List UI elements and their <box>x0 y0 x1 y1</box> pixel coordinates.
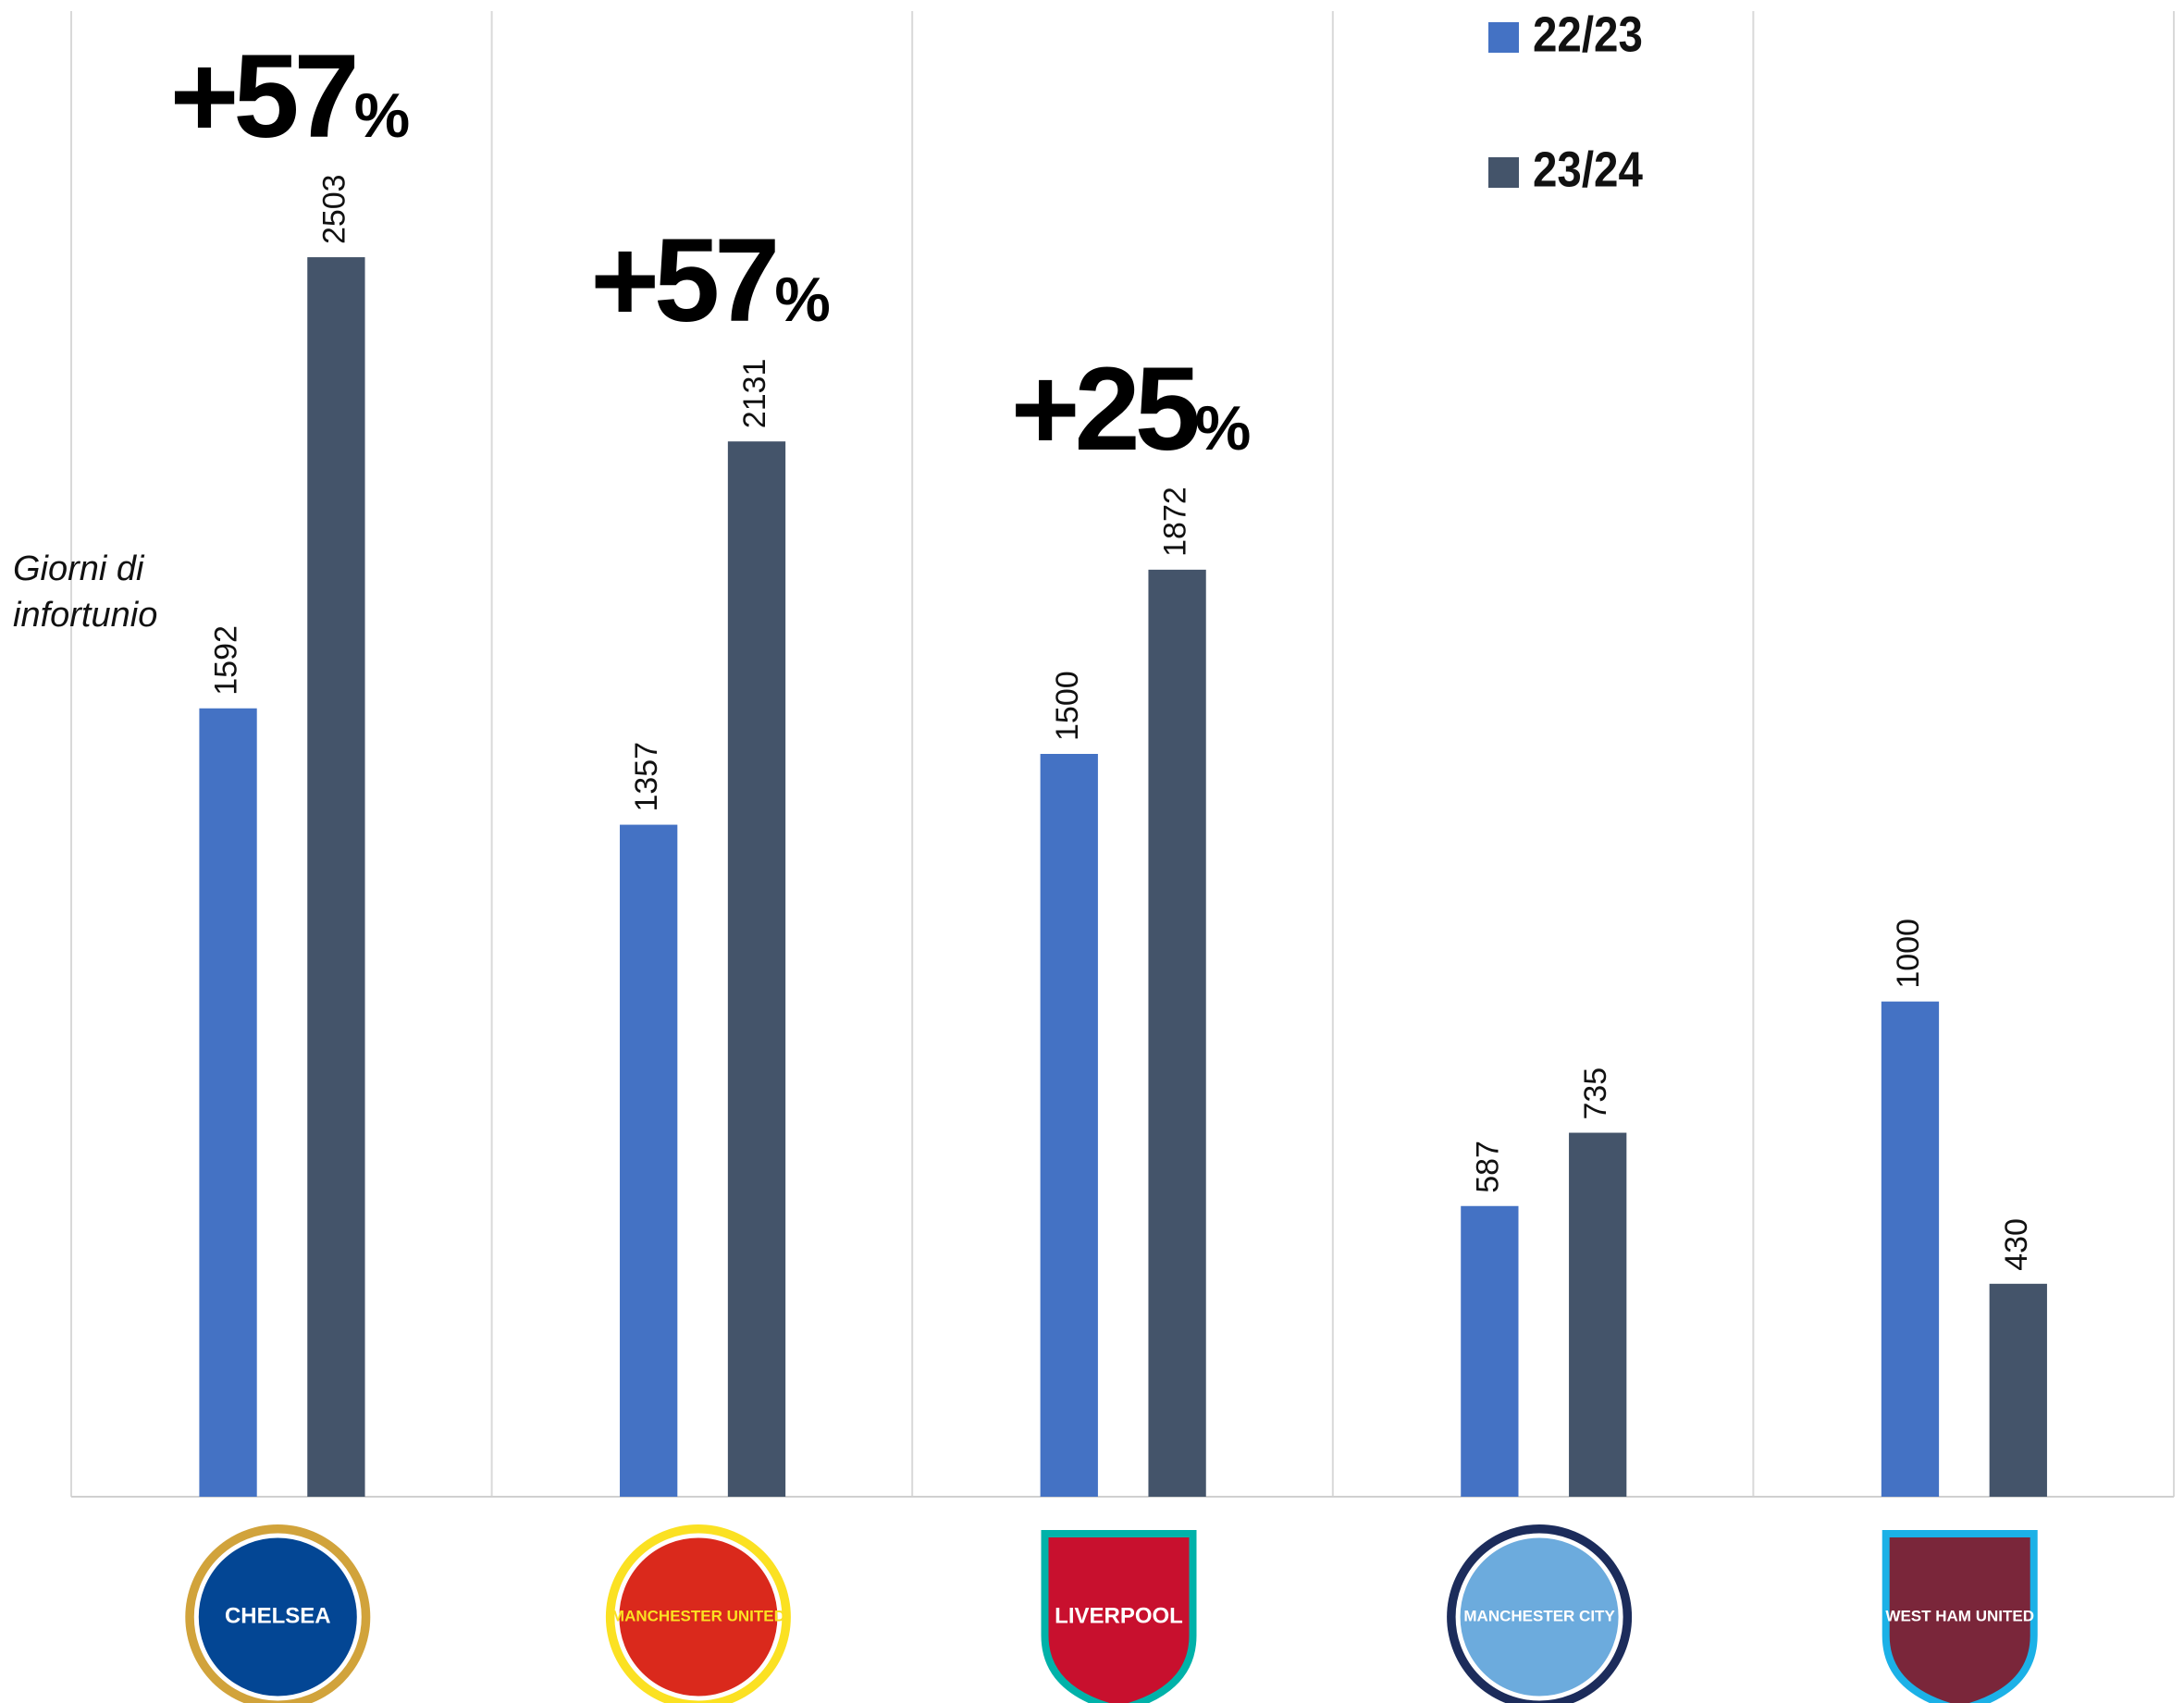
club-logo: WEST HAM UNITED <box>1882 1530 2038 1703</box>
bar <box>1881 1001 1940 1497</box>
data-label: 1000 <box>1891 919 1926 989</box>
club-logo: CHELSEA <box>185 1524 371 1703</box>
data-label: 1500 <box>1050 671 1085 741</box>
legend-swatch <box>1488 22 1519 53</box>
club-logo: MANCHESTER CITY <box>1447 1524 1633 1703</box>
annotation: +57% <box>170 31 411 163</box>
annotation-unit: % <box>1195 393 1251 463</box>
category-label: CHELSEA <box>225 1603 331 1628</box>
category-label: MANCHESTER CITY <box>1463 1607 1615 1624</box>
annotation-value: +57 <box>170 31 355 163</box>
logo-body <box>614 1533 783 1701</box>
bar <box>1040 754 1098 1497</box>
data-label: 1357 <box>629 742 664 812</box>
data-label: 587 <box>1470 1141 1505 1193</box>
data-label: 2503 <box>316 174 352 244</box>
club-logo: LIVERPOOL <box>1041 1530 1197 1703</box>
logo-body <box>1455 1533 1623 1701</box>
annotation-value: +57 <box>590 215 775 347</box>
bar <box>727 441 786 1497</box>
bar <box>1148 569 1206 1497</box>
data-label: 2131 <box>737 359 772 429</box>
logo-body <box>1882 1530 2038 1703</box>
club-logo: MANCHESTER UNITED <box>605 1524 791 1703</box>
bar <box>620 824 678 1497</box>
annotation: +57% <box>590 215 831 347</box>
data-label: 430 <box>1999 1218 2034 1271</box>
data-label: 735 <box>1578 1067 1613 1120</box>
data-label: 1872 <box>1158 487 1193 557</box>
category-label: LIVERPOOL <box>1055 1603 1183 1628</box>
annotation-unit: % <box>774 265 830 335</box>
bar <box>1989 1283 2047 1497</box>
y-axis-label: Giorni di infortunio <box>13 549 158 635</box>
data-label: 1592 <box>209 625 244 696</box>
annotation-unit: % <box>354 80 410 151</box>
annotation-value: +25 <box>1011 343 1198 475</box>
legend-label: 22/23 <box>1533 6 1643 62</box>
category-label: WEST HAM UNITED <box>1885 1607 2034 1624</box>
legend-swatch <box>1488 157 1519 188</box>
bar <box>307 257 365 1497</box>
bar <box>199 708 257 1497</box>
legend-label: 23/24 <box>1533 141 1644 197</box>
logo-body <box>193 1533 362 1701</box>
bar <box>1461 1205 1519 1497</box>
category-label: MANCHESTER UNITED <box>611 1607 785 1624</box>
annotation: +25% <box>1011 343 1252 475</box>
bar <box>1569 1132 1627 1497</box>
logo-body <box>1041 1530 1197 1703</box>
